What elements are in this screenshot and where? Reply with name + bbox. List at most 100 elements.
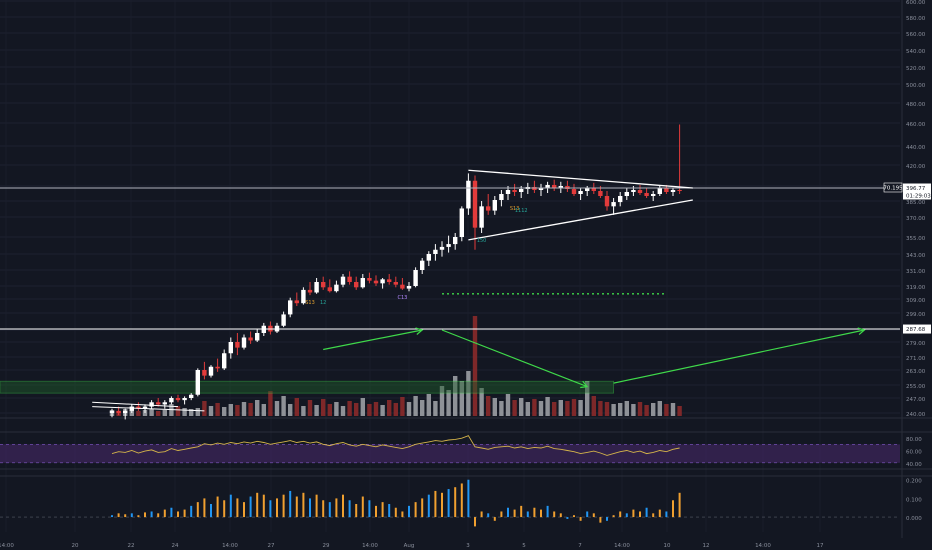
candle-body bbox=[195, 370, 200, 395]
macd-bar bbox=[672, 500, 674, 518]
price-label-text: 70.195 bbox=[883, 186, 903, 192]
arrow-head bbox=[415, 327, 424, 335]
volume-bar bbox=[393, 403, 398, 416]
price-tick-label: 271.00 bbox=[906, 356, 926, 362]
candle-body bbox=[519, 189, 524, 192]
volume-bar bbox=[314, 405, 319, 416]
macd-bar bbox=[559, 513, 562, 518]
macd-bar bbox=[540, 509, 542, 518]
td-sequential-label: C13 bbox=[397, 295, 407, 301]
price-tick-label: 343.00 bbox=[906, 253, 926, 259]
macd-bar bbox=[183, 509, 186, 518]
volume-bar bbox=[136, 411, 141, 416]
volume-bar bbox=[426, 394, 431, 416]
candle-body bbox=[466, 180, 471, 209]
candle-body bbox=[294, 300, 299, 304]
volume-bar bbox=[677, 406, 682, 416]
candle-body bbox=[340, 276, 346, 285]
candle-body bbox=[400, 284, 405, 289]
candle-body bbox=[123, 410, 128, 413]
macd-bar bbox=[150, 511, 153, 518]
volume-bar bbox=[274, 401, 280, 416]
volume-bar bbox=[433, 401, 438, 416]
macd-bar bbox=[203, 498, 206, 518]
macd-bar bbox=[243, 502, 245, 518]
macd-bar bbox=[639, 511, 641, 518]
price-tick-label: 480.00 bbox=[906, 102, 926, 108]
macd-bar bbox=[678, 492, 681, 518]
price-candles[interactable] bbox=[109, 124, 682, 420]
time-tick-label: 3 bbox=[466, 543, 470, 549]
volume-bar bbox=[268, 391, 273, 416]
volume-bar bbox=[334, 402, 339, 416]
candle-body bbox=[453, 237, 458, 245]
volume-bar bbox=[288, 404, 293, 416]
time-tick-label: 10 bbox=[664, 543, 671, 549]
macd-bar bbox=[474, 517, 476, 527]
volume-bar bbox=[340, 406, 346, 416]
volume-bar bbox=[354, 403, 359, 416]
volume-bar bbox=[453, 376, 458, 416]
volume-bar bbox=[301, 406, 306, 416]
macd-bar bbox=[335, 498, 338, 518]
macd-bar bbox=[513, 509, 516, 518]
candle-body bbox=[301, 289, 306, 304]
macd-bar bbox=[269, 500, 272, 518]
candle-body bbox=[413, 270, 418, 286]
candle-body bbox=[241, 337, 247, 348]
support-zone bbox=[0, 380, 614, 394]
candle-body bbox=[446, 244, 451, 247]
candle-body bbox=[175, 398, 181, 401]
arrow-line bbox=[323, 329, 423, 351]
macd-bar bbox=[381, 502, 384, 518]
macd-bar bbox=[625, 513, 628, 518]
macd-bar bbox=[117, 513, 120, 518]
candle-body bbox=[637, 190, 643, 193]
macd-bar bbox=[355, 504, 358, 518]
arrow-head bbox=[580, 380, 589, 389]
time-tick-label: 29 bbox=[323, 543, 330, 549]
candle-body bbox=[459, 208, 464, 237]
macd-bar bbox=[447, 489, 450, 518]
candle-body bbox=[585, 188, 590, 191]
macd-bar bbox=[190, 505, 193, 518]
candle-body bbox=[162, 402, 167, 405]
drawing-tools: S13 12 C13 S13 150 1112 bbox=[0, 169, 900, 412]
candle-body bbox=[228, 342, 233, 354]
price-label-box bbox=[883, 182, 903, 193]
candle-body bbox=[499, 194, 504, 200]
volume-bar bbox=[195, 408, 200, 416]
time-tick-label: 14:00 bbox=[755, 543, 771, 549]
macd-bar bbox=[487, 513, 490, 518]
macd-tick-label: 0.200 bbox=[906, 479, 922, 485]
candle-body bbox=[439, 246, 445, 250]
triangle-trendline bbox=[468, 169, 693, 189]
candle-body bbox=[373, 280, 379, 284]
macd-bar bbox=[632, 509, 635, 518]
volume-bar bbox=[149, 409, 154, 416]
candle-body bbox=[208, 366, 214, 376]
td-sequential-label: 1112 bbox=[515, 208, 528, 214]
macd-bar bbox=[236, 498, 239, 518]
candle-body bbox=[156, 402, 161, 405]
volume-bar bbox=[585, 381, 590, 416]
volume-bar bbox=[413, 396, 418, 416]
macd-bar bbox=[342, 494, 344, 518]
macd-tick-label: 0.000 bbox=[906, 516, 922, 522]
macd-bar bbox=[592, 513, 595, 518]
time-tick-label: 14:00 bbox=[614, 543, 630, 549]
candle-body bbox=[644, 193, 649, 196]
macd-bar bbox=[652, 513, 655, 518]
price-tick-label: 440.00 bbox=[906, 145, 926, 151]
volume-bars bbox=[109, 316, 682, 416]
price-tick-label: 580.00 bbox=[906, 16, 926, 22]
volume-bar bbox=[532, 399, 537, 416]
price-tick-label: 247.00 bbox=[906, 397, 926, 403]
rsi-band bbox=[0, 444, 900, 463]
candle-body bbox=[486, 206, 491, 211]
volume-bar bbox=[670, 403, 676, 416]
candle-body bbox=[433, 249, 438, 254]
price-tick-label: 255.00 bbox=[906, 384, 926, 390]
